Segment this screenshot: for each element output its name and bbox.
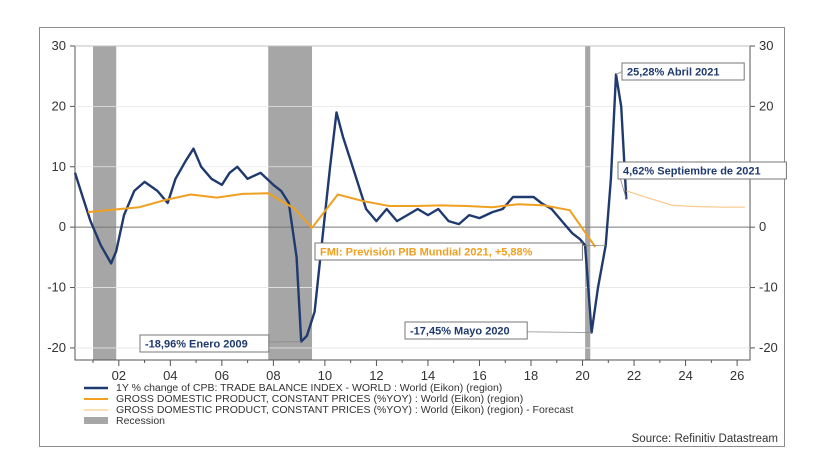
x-tick-label-7: 16 xyxy=(472,368,486,383)
plot-area-border xyxy=(74,45,751,361)
x-tick-label-2: 06 xyxy=(215,368,229,383)
annotation-text-1: 4,62% Septiembre de 2021 xyxy=(623,166,761,178)
recession-band-1 xyxy=(268,46,313,360)
y-tick-label-left-0: 30 xyxy=(52,38,66,53)
series-line-0 xyxy=(73,73,628,343)
chart-frame xyxy=(39,27,785,447)
y-tick-label-left-3: 0 xyxy=(59,219,66,234)
y-tick-label-right-0: 30 xyxy=(759,38,773,53)
x-tick-label-8: 18 xyxy=(524,368,538,383)
x-tick-label-4: 10 xyxy=(318,368,332,383)
recession-band-2 xyxy=(585,46,591,360)
x-tick-label-10: 22 xyxy=(627,368,641,383)
x-tick-label-9: 20 xyxy=(575,368,589,383)
x-tick-label-0: 02 xyxy=(112,368,126,383)
x-tick-label-12: 26 xyxy=(730,368,744,383)
annotation-box-2 xyxy=(314,242,583,261)
annotation-box-3 xyxy=(139,334,270,353)
annotation-text-4: -17,45% Mayo 2020 xyxy=(410,326,510,338)
x-tick-label-1: 04 xyxy=(163,368,177,383)
legend-label-1: GROSS DOMESTIC PRODUCT, CONSTANT PRICES … xyxy=(116,393,523,405)
annotation-leader-0 xyxy=(615,71,623,75)
x-tick-label-11: 24 xyxy=(678,368,692,383)
y-tick-label-right-3: 0 xyxy=(759,219,766,234)
legend-label-recession: Recession xyxy=(116,415,165,427)
annotation-text-0: 25,28% Abril 2021 xyxy=(627,67,720,79)
y-tick-label-left-1: 20 xyxy=(52,98,66,113)
series-line-1 xyxy=(87,192,597,248)
annotation-box-4 xyxy=(404,321,528,340)
source-note: Source: Refinitiv Datastream xyxy=(632,433,778,445)
legend-label-2: GROSS DOMESTIC PRODUCT, CONSTANT PRICES … xyxy=(116,404,573,416)
y-tick-label-left-4: -10 xyxy=(47,280,66,295)
x-tick-label-5: 12 xyxy=(369,368,383,383)
y-tick-label-right-1: 20 xyxy=(759,98,773,113)
legend-swatch-recession xyxy=(84,417,108,424)
recession-band-0 xyxy=(93,46,117,360)
legend-label-0: 1Y % change of CPB: TRADE BALANCE INDEX … xyxy=(116,382,502,394)
annotation-text-2: FMI: Previsión PIB Mundial 2021, +5,88% xyxy=(320,247,533,259)
x-tick-label-3: 08 xyxy=(266,368,280,383)
series-line-2 xyxy=(626,190,745,208)
y-tick-label-right-5: -20 xyxy=(759,340,778,355)
annotation-box-1 xyxy=(617,161,787,180)
annotation-box-0 xyxy=(621,62,745,81)
y-tick-label-left-5: -20 xyxy=(47,340,66,355)
x-tick-label-6: 14 xyxy=(421,368,435,383)
annotation-text-3: -18,96% Enero 2009 xyxy=(145,339,248,351)
y-tick-label-left-2: 10 xyxy=(52,159,66,174)
y-tick-label-right-4: -10 xyxy=(759,280,778,295)
